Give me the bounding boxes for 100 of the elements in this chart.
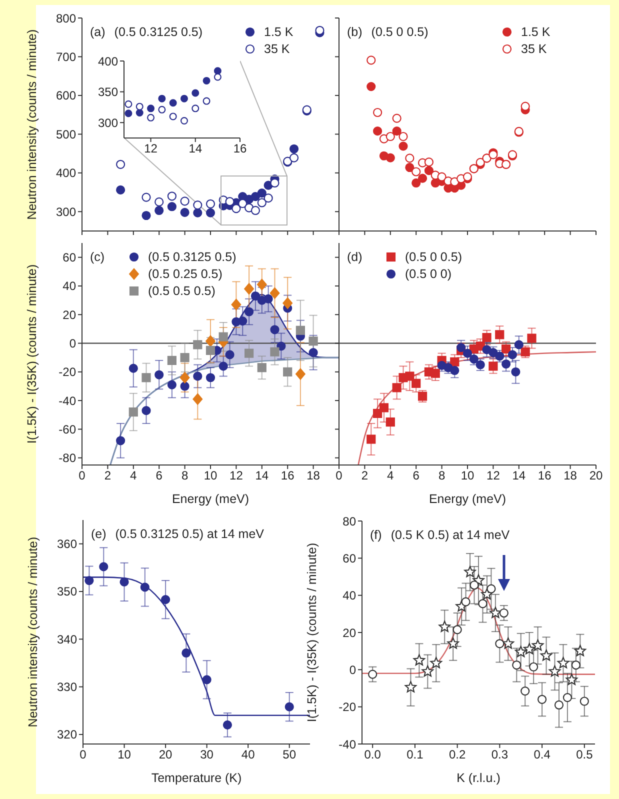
point (124, 100, 132, 108)
point (128, 407, 138, 417)
x-tick-label: 6 (156, 468, 163, 483)
point (284, 702, 294, 712)
point (136, 102, 144, 110)
legend-label: 1.5 K (521, 25, 551, 39)
point (257, 363, 266, 372)
y-tick-label: 0 (349, 662, 356, 677)
point (495, 639, 504, 648)
point (257, 198, 266, 208)
point (557, 657, 570, 668)
point (160, 595, 170, 604)
point (124, 110, 132, 118)
point (167, 380, 176, 390)
point (180, 353, 190, 362)
point (366, 434, 376, 444)
y-tick-label: 40 (62, 279, 76, 294)
point (289, 153, 299, 162)
point (502, 344, 511, 354)
x-tick-label: 0.0 (364, 748, 382, 762)
point (488, 362, 498, 371)
point (392, 126, 402, 136)
x-tick-label: 14 (512, 468, 526, 483)
point (140, 582, 150, 592)
x-tick-label: 4 (387, 468, 394, 483)
point (116, 436, 126, 446)
y-tick-label: 600 (56, 88, 76, 103)
point (405, 372, 414, 381)
y-tick-label: 350 (98, 85, 118, 100)
y-tick-label: 500 (56, 127, 76, 142)
point (462, 348, 472, 358)
point (244, 307, 254, 316)
x-tick-label: 12 (144, 142, 158, 156)
annotation: (e) (91, 527, 106, 541)
point (315, 26, 324, 35)
x-tick-label: 10 (204, 468, 218, 483)
point (232, 204, 241, 214)
x-tick-label: 40 (241, 748, 256, 762)
x-tick-label: 16 (280, 468, 295, 483)
x-tick-label: 8 (181, 468, 188, 483)
point (580, 696, 589, 706)
annotation: (f) (370, 528, 382, 542)
y-tick-label: 320 (56, 728, 78, 742)
point (142, 210, 151, 220)
point (289, 144, 299, 154)
legend-label: 1.5 K (264, 25, 294, 39)
point (514, 340, 524, 350)
y-axis-title: Neutron intensity (counts / minute) (25, 29, 39, 220)
point (214, 73, 222, 81)
point (447, 638, 459, 649)
point (386, 132, 395, 142)
point (116, 185, 126, 194)
point (405, 154, 414, 163)
x-tick-label: 0 (80, 748, 87, 762)
x-tick-label: 14 (188, 142, 202, 156)
x-tick-label: 14 (255, 468, 269, 483)
annotation: (0.5 0 0.5) (371, 25, 428, 39)
point (206, 208, 216, 218)
point (218, 362, 228, 371)
point (158, 106, 166, 114)
y-tick-label: 0 (69, 336, 76, 351)
point (464, 566, 476, 578)
point (167, 192, 176, 201)
x-tick-label: 12 (486, 468, 500, 483)
x-tick-label: 8 (438, 468, 446, 483)
point (308, 348, 318, 358)
point (532, 639, 544, 651)
point (392, 114, 402, 123)
point (193, 200, 202, 210)
point (540, 650, 552, 661)
point (418, 174, 428, 183)
y-axis-title: I(1.5K) - I(35K) (counts / minute) (305, 542, 319, 722)
annotation: (d) (347, 250, 362, 264)
point (206, 373, 216, 382)
point (456, 343, 466, 352)
y-tick-label: 700 (56, 50, 76, 64)
y-tick-label: 300 (56, 204, 76, 219)
point (167, 356, 176, 365)
x-axis-title: K (r.l.u.) (456, 771, 500, 785)
x-tick-label: 30 (200, 748, 214, 762)
point (192, 89, 200, 97)
point (482, 332, 492, 342)
point (142, 192, 151, 202)
point (193, 372, 202, 381)
point (154, 206, 164, 216)
point (574, 644, 586, 656)
point (495, 330, 504, 340)
x-axis-title: Temperature (K) (151, 771, 242, 785)
point (214, 67, 222, 75)
point (180, 372, 190, 384)
x-tick-label: 16 (538, 468, 552, 483)
point (180, 208, 190, 217)
point (398, 142, 408, 151)
annotation: (0.5 0.3125 0.5) at 14 meV (115, 527, 265, 541)
point (222, 720, 232, 730)
point (422, 665, 434, 677)
point (192, 104, 200, 112)
x-tick-label: 50 (282, 748, 296, 762)
point (84, 576, 94, 586)
y-tick-label: 60 (62, 250, 76, 265)
